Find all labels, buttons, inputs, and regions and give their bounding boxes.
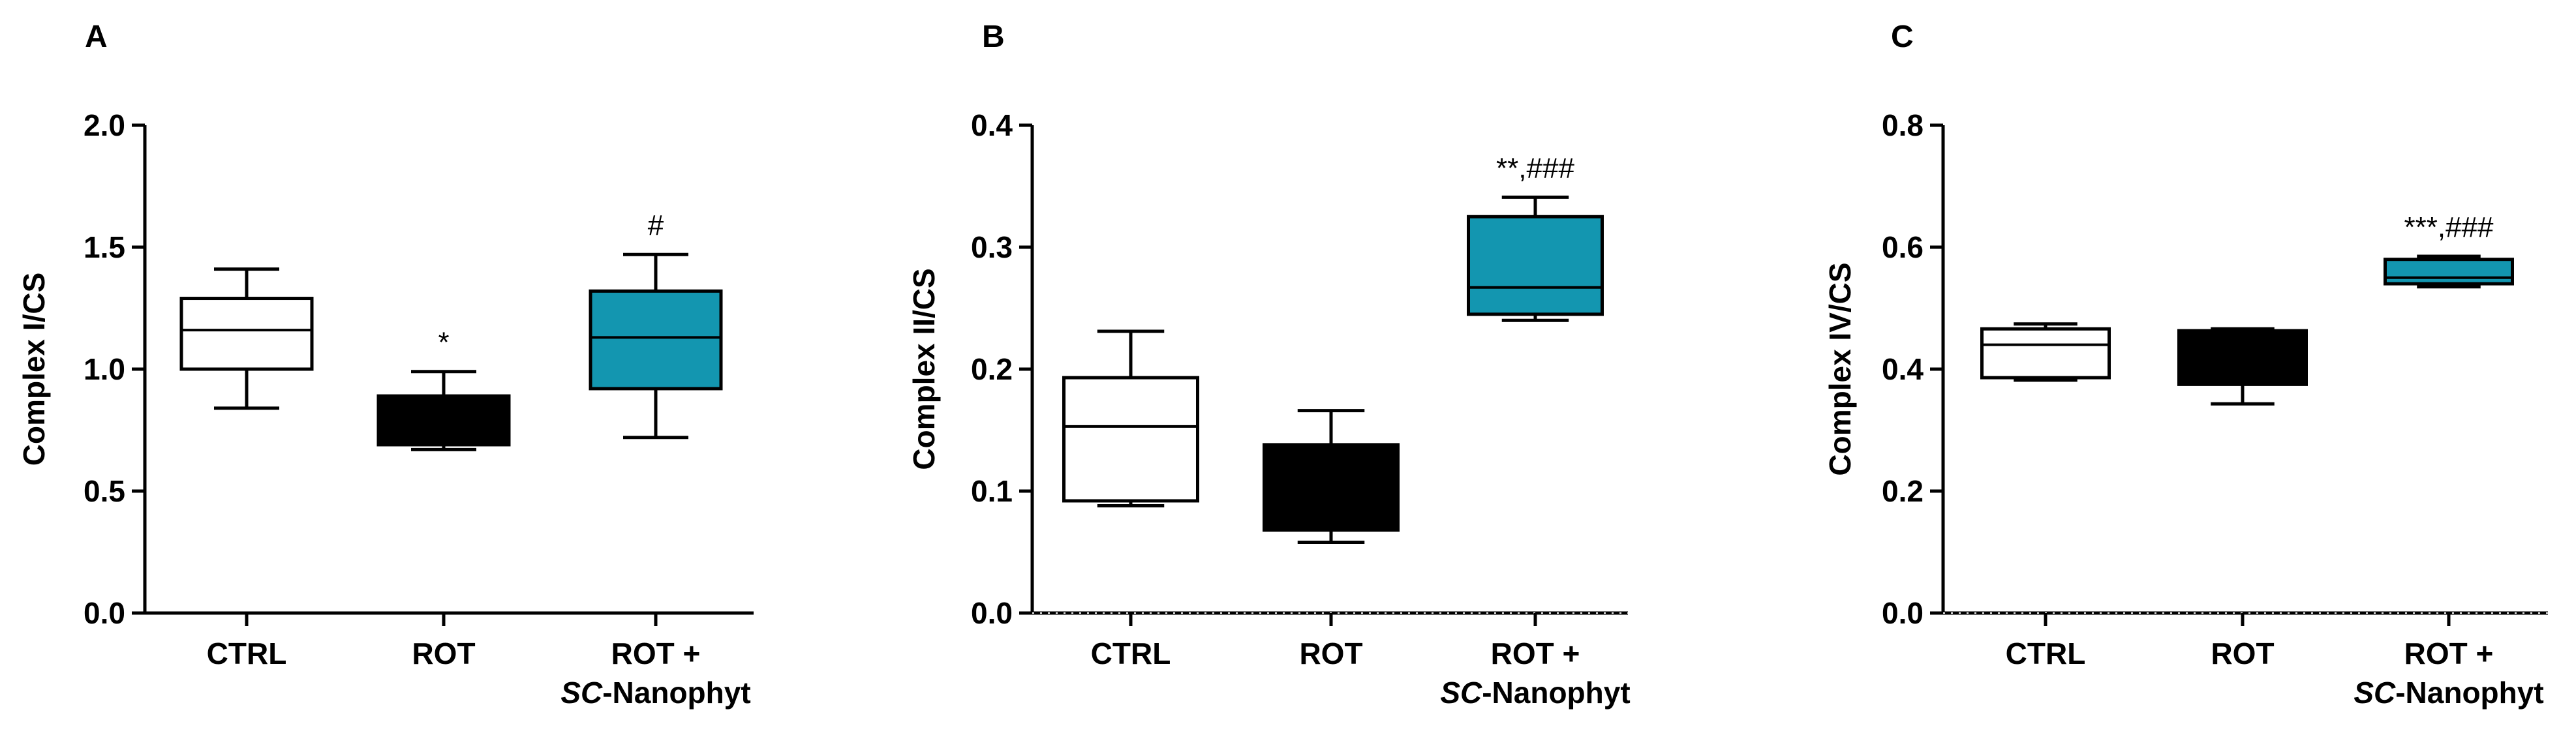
box-iqr	[376, 394, 511, 447]
y-tick-label: 0.2	[971, 352, 1013, 386]
box-3: #	[589, 209, 723, 440]
y-axis-label: Complex II/CS	[907, 268, 941, 470]
panel-C: C Complex IV/CS 0.0 0.2 0.4 0.6 0.8 CTRL ROT ROT …	[1823, 20, 2548, 710]
y-axis-label: Complex IV/CS	[1823, 262, 1857, 475]
x-tick-label: ROT	[2211, 637, 2274, 670]
box-1	[1062, 329, 1199, 507]
significance-label: #	[648, 209, 664, 241]
x-tick-label: ROT +	[2404, 637, 2494, 670]
x-tick-sublabel: SC-Nanophyt	[1440, 676, 1630, 710]
box-3: ***,###	[2384, 211, 2514, 289]
box-1	[1980, 322, 2111, 382]
y-tick-label: 0.2	[1882, 474, 1924, 508]
y-tick-label: 2.0	[84, 108, 125, 142]
y-tick-label: 0.0	[971, 596, 1013, 630]
box-2	[1263, 409, 1400, 545]
box-2	[2177, 327, 2308, 406]
x-tick-label: ROT	[412, 637, 475, 670]
x-tick-label: CTRL	[207, 637, 287, 670]
panel-B: B Complex II/CS 0.0 0.1 0.2 0.3 0.4 CTRL ROT ROT …	[907, 20, 1631, 710]
box-iqr	[1980, 327, 2111, 380]
x-tick-label: ROT +	[1491, 637, 1580, 670]
y-tick-label: 0.4	[1882, 352, 1924, 386]
x-tick-label: ROT	[1299, 637, 1362, 670]
y-tick-label: 0.0	[84, 596, 125, 630]
x-tick-label: CTRL	[1091, 637, 1171, 670]
panel-letter: A	[85, 20, 108, 54]
y-axis-label: Complex I/CS	[17, 273, 51, 466]
y-tick-label: 0.0	[1882, 596, 1924, 630]
box-iqr	[2177, 329, 2308, 386]
significance-label: **,###	[1496, 152, 1574, 184]
y-tick-label: 0.8	[1882, 108, 1924, 142]
y-tick-label: 0.6	[1882, 230, 1924, 264]
significance-label: *	[438, 327, 449, 359]
x-tick-label: CTRL	[2006, 637, 2086, 670]
y-tick-label: 0.3	[971, 230, 1013, 264]
significance-label: ***,###	[2404, 211, 2494, 243]
y-tick-label: 0.5	[84, 474, 125, 508]
panel-A: A Complex I/CS 0.0 0.5 1.0 1.5 2.0 CTRL ROT ROT +…	[17, 20, 754, 710]
y-tick-label: 1.0	[84, 352, 125, 386]
box-1	[179, 267, 314, 410]
box-iqr	[179, 297, 314, 371]
box-2: *	[376, 327, 511, 451]
x-tick-sublabel: SC-Nanophyt	[2354, 676, 2543, 710]
box-3: **,###	[1467, 152, 1604, 322]
box-iqr	[1467, 215, 1604, 316]
x-tick-sublabel: SC-Nanophyt	[560, 676, 750, 710]
y-tick-label: 0.4	[971, 108, 1013, 142]
y-tick-label: 1.5	[84, 230, 125, 264]
panel-letter: C	[1891, 20, 1914, 54]
box-iqr	[589, 289, 723, 391]
panel-letter: B	[982, 20, 1005, 54]
y-tick-label: 0.1	[971, 474, 1013, 508]
box-iqr	[2384, 258, 2514, 286]
box-iqr	[1062, 376, 1199, 503]
x-tick-label: ROT +	[611, 637, 701, 670]
box-iqr	[1263, 443, 1400, 532]
